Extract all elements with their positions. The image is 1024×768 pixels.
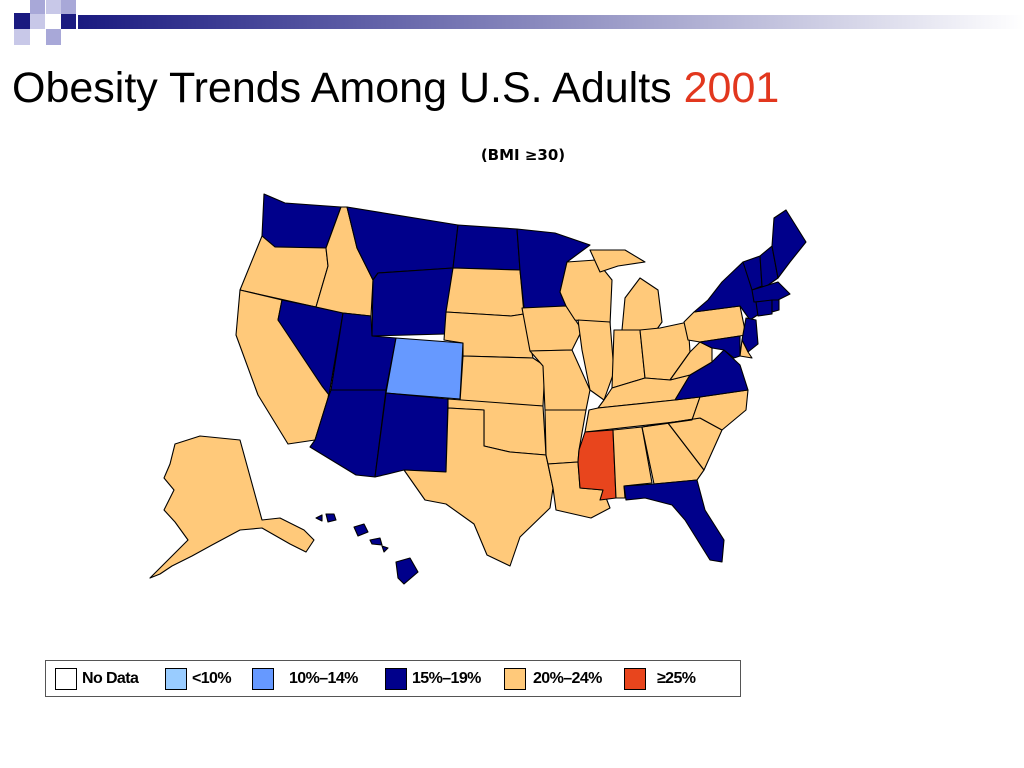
legend-swatch bbox=[385, 668, 407, 690]
state-tx bbox=[403, 407, 554, 567]
state-de bbox=[739, 339, 753, 359]
state-nj bbox=[741, 317, 759, 353]
legend-swatch bbox=[252, 668, 274, 690]
state-wy bbox=[371, 267, 454, 337]
legend-item-15-19: 15%–19% bbox=[385, 667, 481, 691]
state-md bbox=[699, 335, 741, 359]
legend-swatch bbox=[165, 668, 187, 690]
legend-item-10-14: 10%–14% bbox=[252, 667, 358, 691]
legend-item-20-24: 20%–24% bbox=[504, 667, 602, 691]
legend-item-ge25: ≥25% bbox=[624, 667, 696, 691]
legend-swatch bbox=[504, 668, 526, 690]
legend-label: 20%–24% bbox=[533, 670, 602, 687]
legend-label: <10% bbox=[192, 670, 232, 687]
state-ak bbox=[149, 435, 315, 579]
state-me bbox=[771, 209, 807, 279]
title-year: 2001 bbox=[683, 64, 780, 112]
legend-swatch bbox=[624, 668, 646, 690]
state-ri bbox=[771, 299, 780, 313]
legend-swatch bbox=[55, 668, 77, 690]
slide-title: Obesity Trends Among U.S. Adults 2001 bbox=[12, 64, 779, 113]
state-nm bbox=[374, 392, 449, 478]
state-sd bbox=[445, 267, 525, 317]
state-ma bbox=[751, 281, 791, 303]
state-nd bbox=[452, 224, 521, 271]
title-main: Obesity Trends Among U.S. Adults bbox=[12, 64, 672, 112]
legend-label: 10%–14% bbox=[289, 670, 358, 687]
legend-label: 15%–19% bbox=[412, 670, 481, 687]
legend-label: No Data bbox=[82, 670, 139, 687]
legend-item-lt10: <10% bbox=[165, 667, 232, 691]
state-fl bbox=[623, 479, 725, 563]
state-hi bbox=[315, 513, 419, 585]
legend-item-no-data: No Data bbox=[55, 667, 139, 691]
state-ks bbox=[459, 355, 546, 407]
state-ct bbox=[755, 299, 773, 317]
legend-label: ≥25% bbox=[657, 670, 696, 687]
header-decoration bbox=[14, 0, 1024, 45]
state-ia bbox=[521, 305, 583, 352]
slide-subtitle: (BMI ≥30) bbox=[480, 146, 566, 164]
legend: No Data <10% 10%–14% 15%–19% 20%–24% ≥25… bbox=[45, 660, 741, 697]
state-co bbox=[385, 337, 464, 400]
